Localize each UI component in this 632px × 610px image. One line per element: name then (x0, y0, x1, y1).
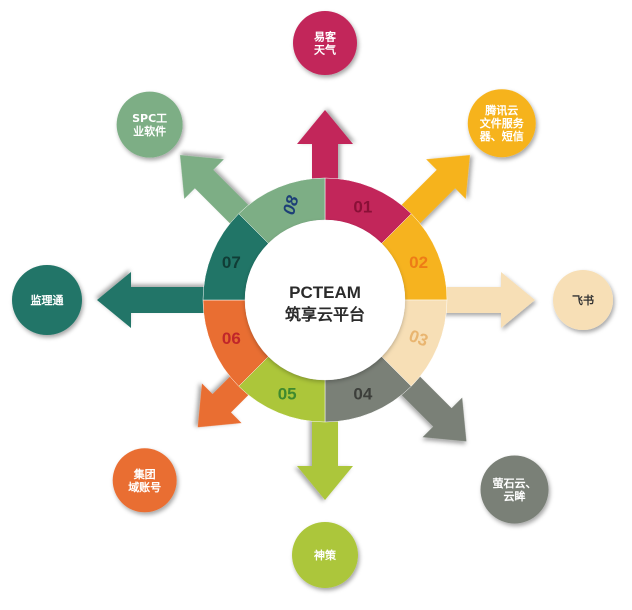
node-circle-03 (553, 270, 613, 330)
node-label-03-line-1: 飞书 (572, 293, 594, 307)
node-label-04-line-2: 云眸 (504, 489, 526, 503)
segment-number-06: 06 (222, 329, 241, 348)
arrow-07 (97, 272, 255, 328)
node-label-01-line-2: 天气 (314, 43, 336, 57)
segment-number-07: 07 (222, 253, 241, 272)
center-title: PCTEAM (289, 283, 361, 302)
node-circle-06 (112, 448, 177, 513)
node-circle-04 (480, 455, 549, 524)
node-circle-05 (292, 522, 358, 588)
node-circle-08 (116, 91, 183, 158)
center-circle (245, 220, 405, 380)
node-label-02-line-1: 腾讯云 (485, 103, 518, 117)
segment-number-08: 08 (279, 193, 302, 217)
segment-number-02: 02 (409, 253, 428, 272)
node-label-04-line-1: 萤石云、 (493, 476, 537, 490)
node-label-02-line-3: 器、短信 (479, 129, 524, 143)
node-circle-07 (12, 265, 82, 335)
segment-number-05: 05 (278, 385, 297, 404)
arrow-01 (297, 110, 353, 230)
node-label-07-line-1: 监理通 (31, 293, 64, 307)
node-label-06-line-2: 域账号 (128, 480, 161, 494)
node-circle-01 (293, 11, 357, 75)
node-circle-02 (467, 89, 536, 158)
node-label-02-line-2: 文件服务 (480, 116, 525, 130)
arrow-03 (395, 272, 535, 328)
arrow-05 (297, 370, 353, 500)
node-label-08-line-1: SPC工 (132, 112, 167, 125)
node-label-08-line-2: 业软件 (133, 124, 166, 138)
segment-number-01: 01 (353, 197, 372, 216)
node-label-06-line-1: 集团 (133, 467, 156, 481)
center-subtitle: 筑享云平台 (285, 305, 365, 324)
node-label-05-line-1: 神策 (314, 548, 337, 562)
segment-number-04: 04 (353, 385, 372, 404)
node-label-01-line-1: 易客 (314, 30, 337, 44)
center-hub: PCTEAM 筑享云平台 (245, 220, 405, 380)
